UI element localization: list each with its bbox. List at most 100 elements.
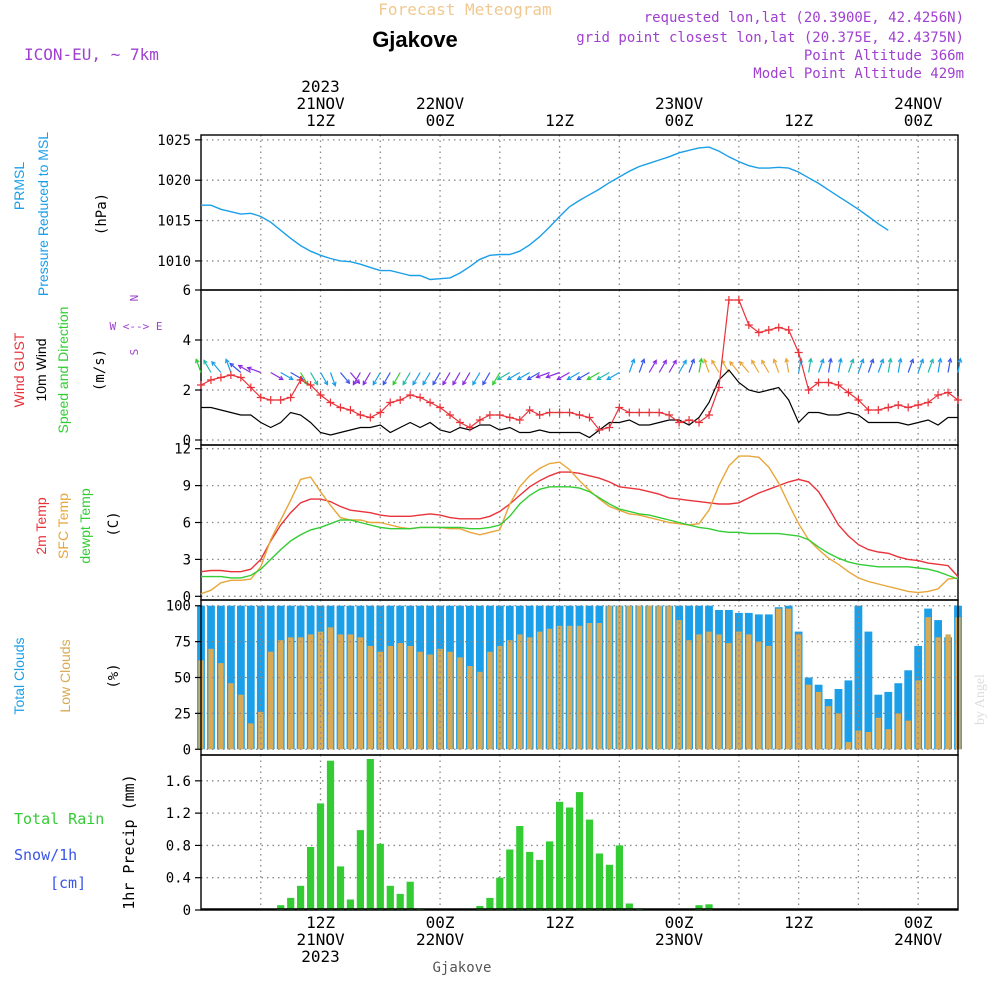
wind-arrow-head [772,358,778,364]
wind-arrow-head [640,358,646,364]
wind-arrow-shaft [310,372,319,385]
wind-arrow-shaft [785,358,790,373]
wind-arrow-head [672,359,677,365]
wind-arrow-shaft [270,371,284,381]
clouds-panel: Total Clouds Low Clouds (%) 0 25 50 75 100 [11,599,962,758]
wind-gust-marker [655,408,664,417]
low-cloud-bar [895,713,901,750]
rain-bar [585,819,594,910]
time-axis-label: 00Z [426,913,455,932]
wind-arrow-head [432,380,437,386]
wind-gust-marker [585,413,594,422]
temp-label-sfc: SFC Temp [55,493,71,559]
wind-gust-marker [446,411,455,419]
ytick-label: 9 [183,479,191,495]
wind-gust-marker [864,406,873,414]
low-cloud-bar [507,640,513,750]
ytick-label: 1.6 [166,774,191,790]
wind-arrow-head [652,359,657,365]
wind-arrow-shaft [372,372,381,385]
wind-gust-marker [954,396,962,404]
wind-gust-marker [635,408,644,417]
ytick-label: 100 [166,599,191,615]
low-cloud-bar [546,628,553,750]
info-requested: requested lon,lat (20.3900E, 42.4256N) [644,10,964,26]
wind-gust-marker [605,423,614,432]
wind-arrow-head [819,358,825,364]
wind-arrow-head [879,358,885,364]
wind-arrow-head [472,380,477,386]
time-axis-label: 24NOV [894,930,943,949]
wind-gust-marker [744,321,753,329]
info-model-altitude: Model Point Altitude 429m [753,66,964,82]
ytick-label: 1020 [157,173,191,189]
wind-gust-marker [406,391,415,399]
wind-gust-marker [714,383,723,392]
wind-gust-marker [465,423,474,432]
wind-arrow-shaft [472,372,481,385]
time-axis-label: 00Z [904,913,933,932]
wind-arrow-head [382,380,388,386]
wind-arrow-shaft [492,372,501,385]
temp-sfc-line [200,455,959,595]
wind-gust-marker [316,391,325,399]
wind-plot-area: 0 2 4 6 [183,283,963,449]
low-cloud-bar [875,717,881,750]
rain-bar [297,885,305,910]
wind-gust-marker [625,408,634,417]
rain-bar [625,903,633,910]
low-cloud-bar [845,742,852,750]
wind-arrow-shaft [195,359,202,373]
wind-arrow-shaft [648,360,657,373]
rain-bar [705,904,713,910]
wind-arrow-head [606,375,612,381]
wind-gust-marker [844,388,853,397]
wind-arrow-head [682,359,687,365]
wind-arrow-head [711,359,716,365]
low-cloud-bar [248,723,254,750]
wind-arrow-head [352,380,358,386]
rain-bar [307,847,315,910]
wind-arrow-shaft [751,360,760,373]
low-cloud-bar [527,637,533,750]
ytick-label: 2 [183,383,191,399]
ytick-label: 3 [183,552,191,568]
clouds-label-total: Total Clouds [11,637,27,714]
rain-bar [575,792,584,910]
rain-bar [566,807,574,910]
wind-arrow-head [859,358,865,364]
rain-bar [287,897,295,910]
wind-gust-marker [695,418,704,427]
time-axis-label: 12Z [784,111,813,130]
total-cloud-bar [864,631,873,750]
low-cloud-bar [586,623,593,750]
wind-gust-marker [436,403,445,412]
wind-gust-marker [814,378,823,387]
time-axis-label: 23NOV [655,930,704,949]
wind-arrow-shaft [412,372,421,385]
wind-gust-marker [416,393,425,402]
wind-arrow-head [937,357,943,363]
wind-arrow-shaft [937,358,942,373]
wind-arrow-shaft [606,371,620,381]
wind-gust-marker [426,398,435,407]
rain-bar [516,826,524,910]
wind-arrow-head [211,360,216,366]
precip-label-cm: [cm] [50,874,86,892]
wind-arrow-head [703,358,708,364]
rain-bar [546,841,554,910]
wind-arrow-shaft [761,360,770,373]
wind-arrow-head [545,373,551,379]
rain-bar [396,893,404,910]
rain-bar [356,830,364,910]
wind-arrow-shaft [739,361,750,373]
wind-arrow-shaft [729,361,740,373]
wind-arrow-head [596,375,602,381]
wind-gust-marker [236,373,245,382]
low-cloud-bar [736,631,742,750]
wind-gust-marker [924,398,933,407]
time-axis-label: 12Z [306,111,335,130]
wind-arrow-shaft [362,372,371,385]
wind-arrow-head [827,357,833,363]
